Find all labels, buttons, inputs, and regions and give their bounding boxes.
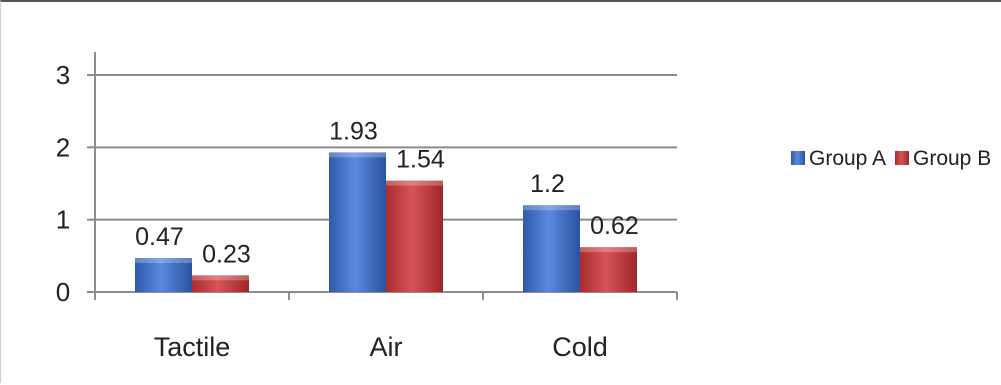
legend-swatch	[791, 151, 805, 165]
bar-group-a	[135, 258, 192, 292]
bar-group-a	[329, 152, 386, 292]
data-label: 1.2	[530, 170, 565, 198]
bars	[135, 152, 637, 292]
x-category-label: Cold	[552, 332, 608, 362]
bar-group-a	[523, 205, 580, 292]
x-category-label: Tactile	[154, 332, 231, 362]
legend: Group A Group B	[791, 147, 991, 170]
data-label: 0.47	[135, 223, 184, 251]
data-label: 1.54	[396, 146, 445, 174]
bar-top-highlight	[135, 258, 192, 264]
bar-top-highlight	[386, 180, 443, 186]
y-tick-label: 3	[56, 60, 70, 90]
bar-group-b	[386, 180, 443, 292]
bar-group-b	[580, 247, 637, 292]
x-category-label: Air	[370, 332, 403, 362]
data-label: 0.23	[202, 240, 251, 268]
legend-swatch	[895, 151, 909, 165]
y-tick-label: 1	[56, 205, 70, 235]
bar-top-highlight	[523, 205, 580, 211]
bar-top-highlight	[192, 275, 249, 281]
data-label: 0.62	[590, 212, 639, 240]
data-label: 1.93	[329, 117, 378, 145]
bar-top-highlight	[580, 247, 637, 253]
y-tick-label: 2	[56, 132, 70, 162]
labels: Tactile Air Cold 0.47 0.23 1.93 1.54 1.2 0.62	[135, 117, 639, 362]
bar-top-highlight	[329, 152, 386, 158]
bar-group-b	[192, 275, 249, 292]
legend-label: Group A	[809, 147, 886, 170]
legend-label: Group B	[913, 147, 991, 170]
y-tick-label: 0	[56, 277, 70, 307]
